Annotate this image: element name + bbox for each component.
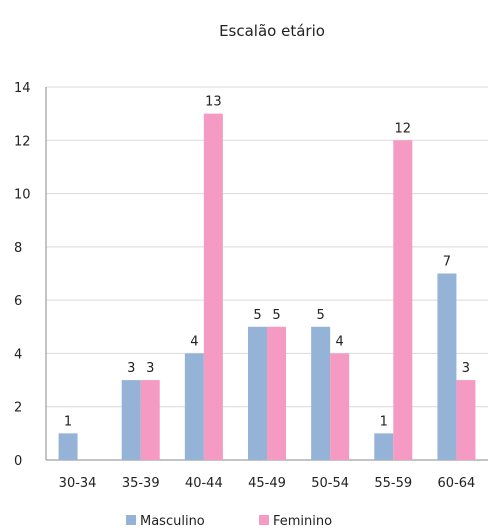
data-label-feminino-55-59: 12 — [395, 121, 412, 136]
legend-label-feminino: Feminino — [273, 514, 332, 529]
x-tick-30-34: 30-34 — [59, 476, 97, 491]
data-label-feminino-35-39: 3 — [146, 361, 154, 376]
legend: Masculino Feminino — [126, 514, 332, 529]
y-tick-12: 12 — [14, 134, 31, 149]
bar-masculino-30-34 — [58, 433, 78, 460]
data-label-masculino-35-39: 3 — [127, 361, 135, 376]
legend-swatch-feminino — [259, 515, 269, 525]
data-label-masculino-60-64: 7 — [443, 255, 451, 270]
bar-feminino-40-44 — [203, 113, 223, 461]
bar-masculino-55-59 — [374, 433, 394, 460]
y-tick-0: 0 — [14, 454, 22, 469]
data-label-masculino-45-49: 5 — [253, 308, 261, 323]
y-tick-8: 8 — [14, 241, 22, 256]
data-label-feminino-45-49: 5 — [272, 308, 280, 323]
bar-feminino-60-64 — [456, 380, 476, 460]
y-tick-10: 10 — [14, 188, 31, 203]
x-tick-55-59: 55-59 — [374, 476, 412, 491]
bar-masculino-45-49 — [248, 326, 267, 460]
y-tick-6: 6 — [14, 294, 22, 309]
bar-feminino-35-39 — [140, 380, 160, 460]
bar-masculino-50-54 — [311, 326, 331, 460]
data-label-masculino-55-59: 1 — [380, 414, 388, 429]
x-axis-ticks: 30-34 35-39 40-44 45-49 50-54 55-59 60-64 — [59, 476, 476, 491]
data-label-masculino-50-54: 5 — [317, 308, 325, 323]
bars — [58, 113, 476, 461]
chart-title: Escalão etário — [219, 22, 325, 40]
x-tick-35-39: 35-39 — [122, 476, 160, 491]
y-tick-4: 4 — [14, 347, 22, 362]
y-tick-14: 14 — [14, 81, 31, 96]
legend-label-masculino: Masculino — [140, 514, 205, 529]
x-tick-45-49: 45-49 — [248, 476, 286, 491]
data-label-masculino-40-44: 4 — [190, 334, 198, 349]
bar-masculino-60-64 — [437, 273, 457, 460]
data-label-feminino-40-44: 13 — [205, 95, 222, 110]
bar-masculino-40-44 — [184, 353, 204, 460]
x-tick-40-44: 40-44 — [185, 476, 223, 491]
x-tick-60-64: 60-64 — [438, 476, 476, 491]
y-tick-2: 2 — [14, 401, 22, 416]
bar-feminino-50-54 — [330, 353, 350, 460]
data-label-feminino-60-64: 3 — [462, 361, 470, 376]
x-tick-50-54: 50-54 — [311, 476, 349, 491]
data-label-feminino-50-54: 4 — [336, 334, 344, 349]
bar-feminino-55-59 — [393, 140, 413, 461]
y-axis-ticks: 0 2 4 6 8 10 12 14 — [14, 81, 31, 469]
legend-swatch-masculino — [126, 515, 136, 525]
data-label-masculino-30-34: 1 — [64, 414, 72, 429]
bar-feminino-45-49 — [267, 326, 286, 460]
bar-masculino-35-39 — [121, 380, 141, 460]
